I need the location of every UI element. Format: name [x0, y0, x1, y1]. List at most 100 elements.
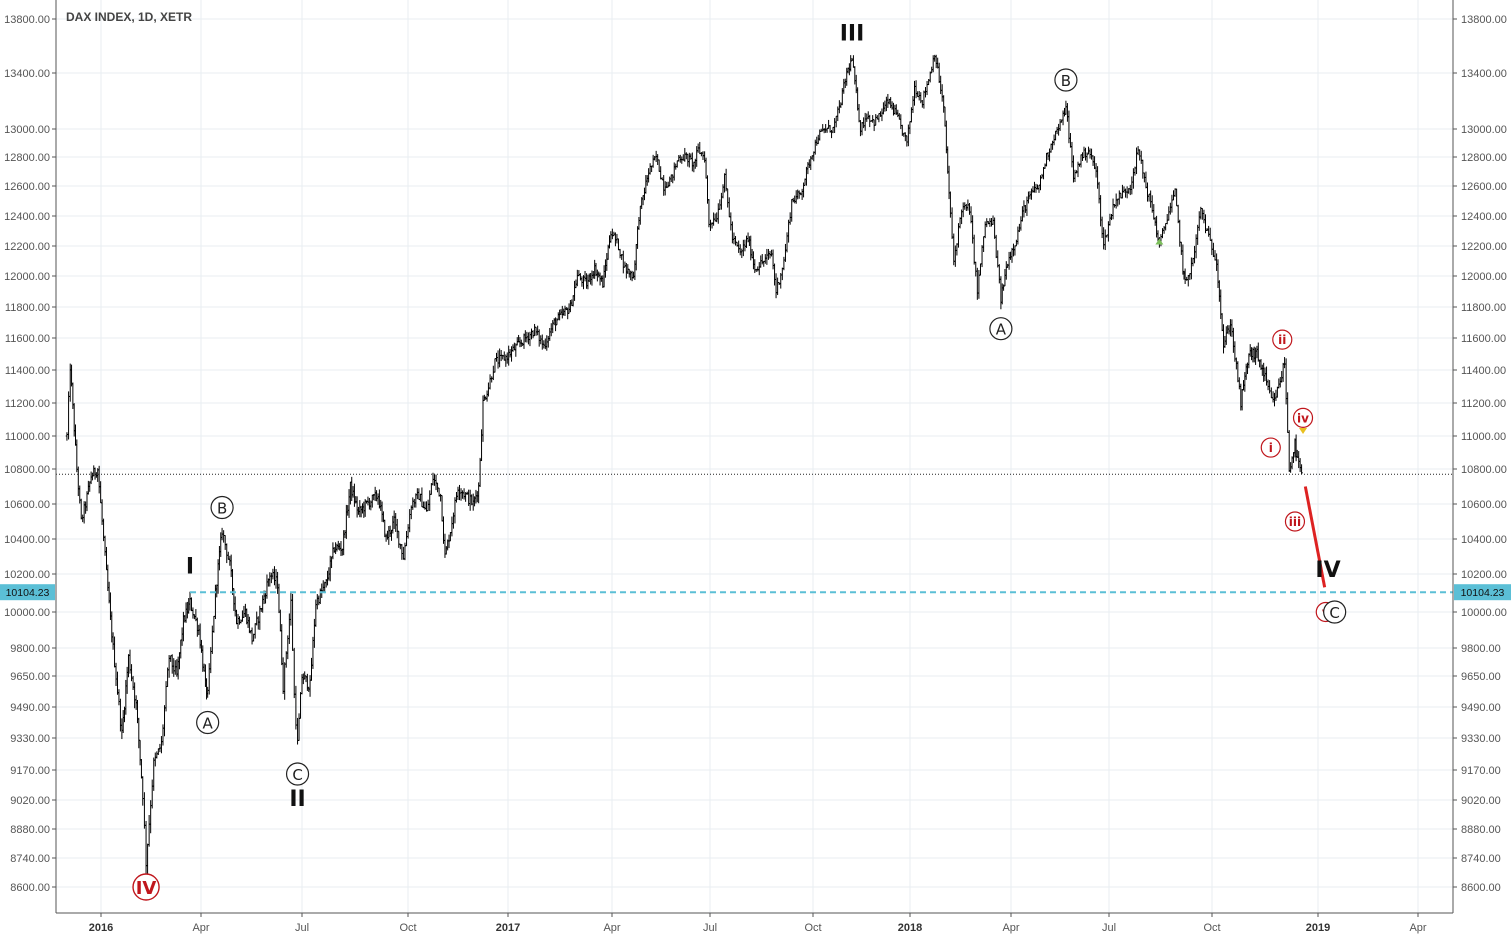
- wave-label-text: C: [1329, 604, 1339, 622]
- y-tick-label-left: 10000.00: [4, 607, 50, 619]
- wave-label: B: [210, 495, 234, 520]
- y-tick-label-left: 12200.00: [4, 241, 50, 253]
- price-level-badge-text: 10104.23: [1461, 587, 1505, 599]
- y-tick-label-left: 11800.00: [5, 302, 50, 314]
- x-tick-label: 2018: [898, 922, 922, 934]
- y-tick-label-left: 9170.00: [10, 765, 50, 777]
- y-tick-label-right: 13000.00: [1461, 124, 1507, 136]
- y-tick-label-left: 8880.00: [10, 824, 50, 836]
- y-tick-label-left: 9490.00: [10, 702, 50, 714]
- y-tick-label-left: 13000.00: [4, 124, 50, 136]
- y-tick-label-right: 9330.00: [1461, 733, 1501, 745]
- wave-label: iv: [1292, 407, 1314, 428]
- y-tick-label-left: 11200.00: [5, 398, 50, 410]
- y-tick-label-right: 9020.00: [1461, 795, 1501, 807]
- wave-label-text: I: [186, 554, 194, 579]
- forecast-line[interactable]: [1303, 486, 1327, 588]
- wave-label: C: [285, 762, 310, 786]
- y-tick-label-right: 11800.00: [1461, 302, 1506, 314]
- y-tick-label-right: 11000.00: [1461, 431, 1506, 443]
- y-tick-label-right: 12800.00: [1461, 152, 1507, 164]
- wave-label-text: i: [1269, 441, 1273, 455]
- signal-marker-icon: [1299, 428, 1308, 435]
- y-tick-label-right: 8600.00: [1461, 882, 1501, 894]
- wave-label: C: [1323, 600, 1347, 624]
- y-tick-label-right: 9650.00: [1461, 671, 1501, 683]
- y-tick-label-right: 13800.00: [1461, 14, 1507, 26]
- x-tick-label: Jul: [1102, 922, 1116, 934]
- wave-label-text: III: [840, 22, 865, 47]
- signal-marker-icon: [1155, 238, 1164, 245]
- y-tick-label-left: 10400.00: [4, 534, 50, 546]
- x-tick-label: Jul: [703, 922, 717, 934]
- x-tick-label: Apr: [192, 922, 209, 934]
- y-tick-label-left: 12000.00: [4, 271, 50, 283]
- x-tick-label: Jul: [295, 922, 309, 934]
- y-tick-label-right: 8880.00: [1461, 824, 1501, 836]
- y-tick-label-left: 12800.00: [4, 152, 50, 164]
- wave-label: A: [196, 710, 220, 735]
- overlay-layer: 10104.23 10104.23: [0, 238, 1511, 601]
- y-tick-label-right: 8740.00: [1461, 853, 1501, 865]
- wave-label-text: IV: [136, 878, 157, 899]
- wave-label: III: [840, 22, 865, 47]
- wave-label-text: B: [1061, 72, 1071, 90]
- y-tick-label-left: 9020.00: [10, 795, 50, 807]
- y-tick-label-left: 10600.00: [4, 499, 50, 511]
- wave-label-text: ii: [1278, 333, 1286, 347]
- y-tick-label-left: 11000.00: [5, 431, 50, 443]
- y-tick-label-left: 8740.00: [10, 853, 50, 865]
- wave-label: IV: [1315, 558, 1340, 583]
- x-tick-label: Oct: [804, 922, 821, 934]
- y-tick-label-left: 8600.00: [10, 882, 50, 894]
- axis-layer: 13800.00 13800.00 13400.00 13400.00 13000.00…: [4, 0, 1507, 934]
- y-tick-label-left: 11400.00: [5, 365, 50, 377]
- price-bar: [1300, 464, 1303, 475]
- y-tick-label-left: 13800.00: [4, 14, 50, 26]
- chart-title: DAX INDEX, 1D, XETR: [66, 10, 192, 24]
- y-tick-label-right: 11400.00: [1461, 365, 1506, 377]
- x-tick-label: Apr: [1002, 922, 1019, 934]
- y-tick-label-right: 9490.00: [1461, 702, 1501, 714]
- wave-label-text: A: [203, 715, 214, 733]
- wave-label-text: II: [289, 787, 305, 812]
- y-tick-label-right: 10800.00: [1461, 464, 1507, 476]
- price-level-badge-right: 10104.23: [1454, 584, 1511, 601]
- x-tick-label: 2019: [1306, 922, 1330, 934]
- x-tick-label: Oct: [1203, 922, 1220, 934]
- y-tick-label-right: 12400.00: [1461, 211, 1507, 223]
- y-tick-label-left: 12400.00: [4, 211, 50, 223]
- price-bars: [65, 54, 1303, 875]
- wave-label: i: [1260, 437, 1281, 458]
- y-tick-label-right: 10000.00: [1461, 607, 1507, 619]
- y-tick-label-left: 9800.00: [10, 643, 50, 655]
- y-tick-label-right: 11200.00: [1461, 398, 1506, 410]
- y-tick-label-left: 10200.00: [4, 569, 50, 581]
- wave-label: ii: [1272, 329, 1293, 350]
- y-tick-label-right: 11600.00: [1461, 333, 1506, 345]
- wave-label: II: [289, 787, 305, 812]
- x-tick-label: 2017: [496, 922, 520, 934]
- wave-labels: IVIABCIIIIIABiiiiviiiIVvC: [132, 22, 1347, 901]
- y-tick-label-left: 13400.00: [4, 68, 50, 80]
- wave-label: I: [186, 554, 194, 579]
- price-level-badge-text: 10104.23: [6, 587, 50, 599]
- wave-label-text: IV: [1315, 558, 1340, 583]
- wave-label-text: B: [217, 500, 227, 518]
- y-tick-label-left: 10800.00: [4, 464, 50, 476]
- x-tick-label: 2016: [89, 922, 113, 934]
- x-tick-label: Oct: [399, 922, 416, 934]
- x-tick-label: Apr: [1409, 922, 1426, 934]
- price-level-badge-left: 10104.23: [0, 584, 55, 601]
- y-tick-label-left: 9650.00: [10, 671, 50, 683]
- y-tick-label-right: 9170.00: [1461, 765, 1501, 777]
- y-tick-label-right: 12000.00: [1461, 271, 1507, 283]
- y-tick-label-right: 13400.00: [1461, 68, 1507, 80]
- y-tick-label-left: 9330.00: [10, 733, 50, 745]
- y-tick-label-left: 12600.00: [4, 181, 50, 193]
- wave-label: iii: [1284, 511, 1306, 532]
- wave-label-text: A: [996, 321, 1007, 339]
- y-tick-label-right: 10600.00: [1461, 499, 1507, 511]
